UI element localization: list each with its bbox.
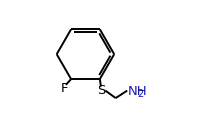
Text: 2: 2 <box>137 89 143 99</box>
Text: F: F <box>61 82 68 94</box>
Text: NH: NH <box>128 84 147 97</box>
Text: S: S <box>97 83 105 96</box>
